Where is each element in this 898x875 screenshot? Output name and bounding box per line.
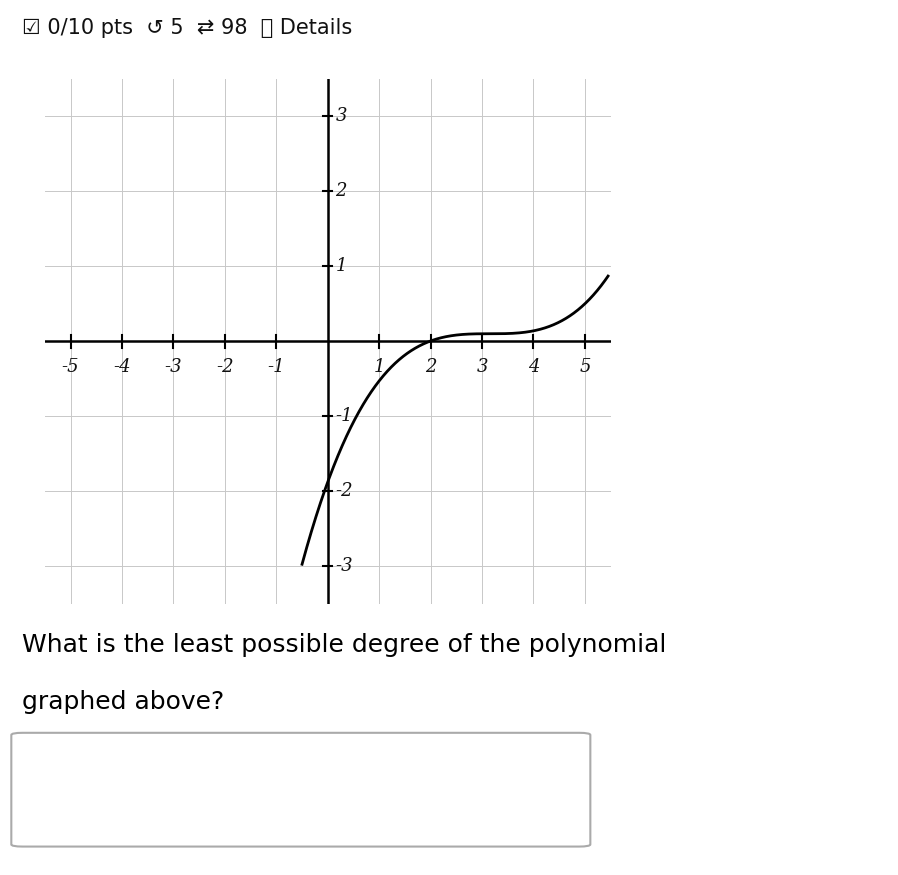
Text: graphed above?: graphed above? — [22, 690, 224, 714]
Text: 5: 5 — [579, 358, 591, 375]
Text: -1: -1 — [336, 407, 353, 425]
FancyBboxPatch shape — [12, 733, 590, 847]
Text: -2: -2 — [216, 358, 233, 375]
Text: 3: 3 — [476, 358, 488, 375]
Text: -2: -2 — [336, 482, 353, 500]
Text: ☑ 0/10 pts  ↺ 5  ⇄ 98  ⓘ Details: ☑ 0/10 pts ↺ 5 ⇄ 98 ⓘ Details — [22, 18, 353, 38]
Text: 1: 1 — [336, 257, 347, 276]
Text: -3: -3 — [336, 557, 353, 575]
Text: -3: -3 — [164, 358, 182, 375]
Text: What is the least possible degree of the polynomial: What is the least possible degree of the… — [22, 633, 667, 656]
Text: -4: -4 — [113, 358, 131, 375]
Text: 2: 2 — [425, 358, 436, 375]
Text: 3: 3 — [336, 108, 347, 125]
Text: 2: 2 — [336, 182, 347, 200]
Text: -5: -5 — [62, 358, 79, 375]
Text: 4: 4 — [528, 358, 539, 375]
Text: -1: -1 — [268, 358, 286, 375]
Text: 1: 1 — [374, 358, 385, 375]
